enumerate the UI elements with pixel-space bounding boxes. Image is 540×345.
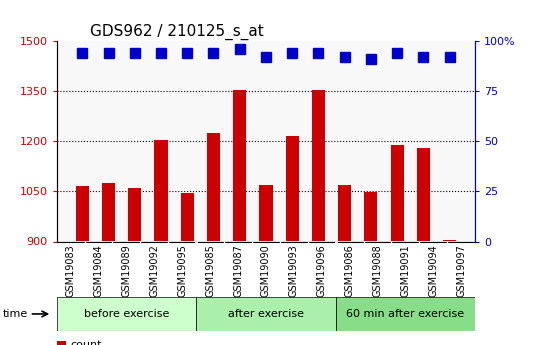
Text: GSM19086: GSM19086 (345, 244, 355, 297)
Text: GSM19088: GSM19088 (373, 244, 382, 297)
Bar (417, 148, 430, 242)
Bar (312, 90, 325, 242)
Bar (233, 90, 246, 242)
Text: GSM19091: GSM19091 (401, 244, 410, 297)
Text: GSM19087: GSM19087 (233, 244, 243, 297)
Text: GSM19093: GSM19093 (289, 244, 299, 297)
Text: GSM19095: GSM19095 (177, 244, 187, 297)
Bar (102, 183, 115, 242)
Text: GSM19089: GSM19089 (122, 244, 131, 297)
Text: GSM19096: GSM19096 (317, 244, 327, 297)
Text: GSM19097: GSM19097 (456, 244, 466, 297)
Bar (286, 136, 299, 242)
Bar (196, 297, 336, 331)
Text: GSM19084: GSM19084 (93, 244, 104, 297)
Bar (336, 297, 475, 331)
Text: time: time (3, 309, 28, 319)
Bar (181, 193, 194, 242)
Bar (57, 297, 196, 331)
Text: GSM19085: GSM19085 (205, 244, 215, 297)
Text: before exercise: before exercise (84, 309, 169, 319)
Bar (390, 145, 404, 242)
Bar (443, 240, 456, 241)
Bar (76, 186, 89, 242)
Text: GSM19083: GSM19083 (66, 244, 76, 297)
Text: after exercise: after exercise (228, 309, 304, 319)
Bar (207, 133, 220, 242)
Bar (154, 140, 167, 242)
Text: GSM19092: GSM19092 (150, 244, 159, 297)
Text: GSM19090: GSM19090 (261, 244, 271, 297)
Text: count: count (70, 340, 102, 345)
Bar (128, 188, 141, 241)
Bar (338, 185, 351, 242)
Bar (259, 185, 273, 242)
Text: 60 min after exercise: 60 min after exercise (346, 309, 464, 319)
Bar (364, 192, 377, 242)
Text: GDS962 / 210125_s_at: GDS962 / 210125_s_at (90, 24, 264, 40)
Text: GSM19094: GSM19094 (428, 244, 438, 297)
